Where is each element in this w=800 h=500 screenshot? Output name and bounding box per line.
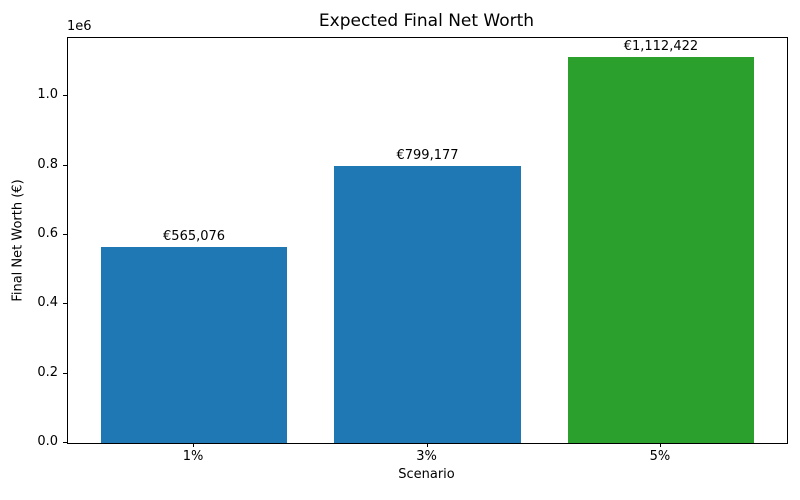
y-tick-mark	[63, 442, 67, 443]
x-tick-mark	[193, 443, 195, 447]
bar-3%	[334, 165, 521, 443]
bar-value-label: €565,076	[163, 229, 226, 245]
x-tick-label: 1%	[182, 449, 204, 464]
y-tick-mark	[63, 95, 67, 97]
bar-value-label: €1,112,422	[623, 39, 699, 55]
y-tick-label: 1.0	[37, 87, 58, 103]
y-tick-mark	[63, 233, 67, 235]
bar-1%	[100, 247, 288, 443]
y-tick-mark	[63, 164, 67, 166]
chart-title: Expected Final Net Worth	[318, 11, 535, 31]
y-tick-label: 0.4	[37, 295, 58, 311]
x-tick-label: 5%	[649, 449, 671, 464]
y-tick-label: 0.6	[37, 225, 58, 241]
y-tick-mark	[63, 303, 67, 305]
bar-value-label: €799,177	[396, 147, 459, 163]
x-tick-mark	[426, 443, 428, 447]
bar-5%	[567, 57, 755, 443]
y-tick-label: 0.2	[37, 364, 58, 380]
x-tick-label: 3%	[416, 449, 437, 464]
plot-area: €565,076 €799,177 €1,112,422	[67, 37, 788, 444]
y-axis-offset-label: 1e6	[67, 19, 92, 34]
x-tick-mark	[659, 443, 661, 447]
y-tick-label: 0.8	[37, 156, 58, 172]
y-tick-mark	[63, 372, 67, 374]
x-axis-label: Scenario	[398, 467, 455, 482]
y-tick-label: 0.0	[37, 434, 58, 449]
